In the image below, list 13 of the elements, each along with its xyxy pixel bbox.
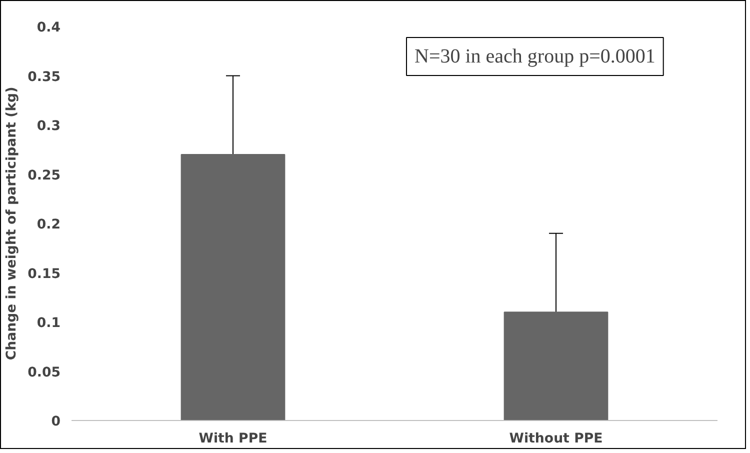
y-tick-label: 0.4	[36, 20, 61, 36]
y-tick-label: 0.35	[28, 70, 61, 85]
annotation: N=30 in each group p=0.0001	[414, 46, 656, 68]
y-axis-title: Change in weight of participant (kg)	[4, 86, 20, 360]
y-tick-label: 0.25	[28, 168, 61, 184]
y-tick-label: 0.15	[28, 266, 61, 282]
y-tick-label: 0.2	[36, 218, 61, 232]
y-tick-label: 0.05	[28, 365, 61, 380]
x-tick-label: Without PPE	[509, 432, 603, 446]
y-tick-label: 0.3	[36, 119, 61, 134]
y-tick-label: 0	[51, 414, 61, 430]
y-tick-label: 0.1	[36, 316, 61, 331]
x-tick-label: With PPE	[198, 432, 268, 446]
